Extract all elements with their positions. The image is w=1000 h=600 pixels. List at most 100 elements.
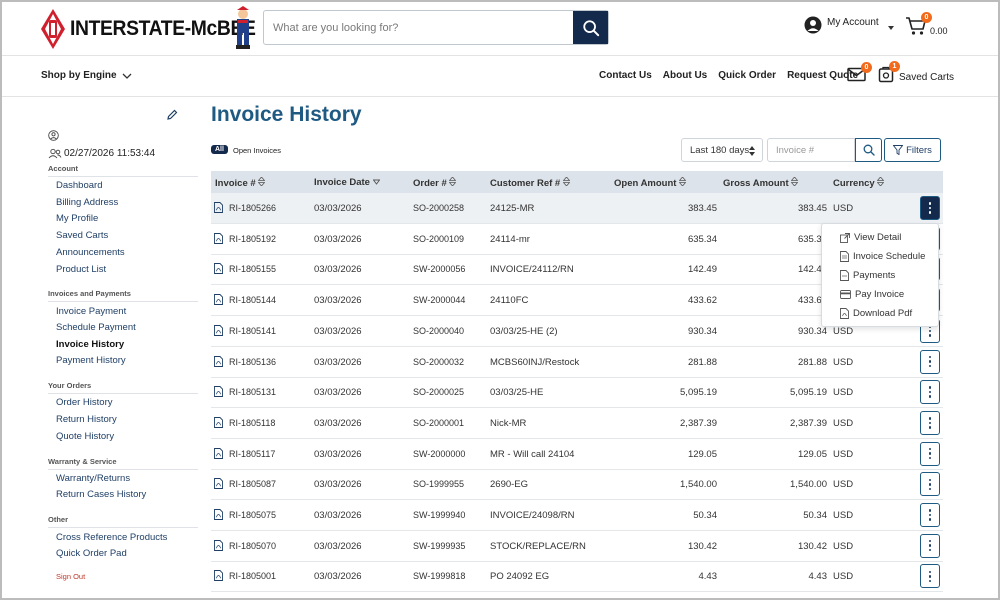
row-actions-button[interactable] [920, 472, 940, 497]
sidebar-item-saved-carts[interactable]: Saved Carts [56, 230, 109, 241]
table-row[interactable]: RI-1805001 03/03/2026 SW-1999818 PO 24092 E… [211, 561, 943, 593]
pdf-icon[interactable] [214, 232, 223, 244]
pdf-icon[interactable] [214, 202, 223, 213]
row-actions-button[interactable] [920, 533, 940, 558]
col-header-customer-ref[interactable]: Customer Ref # [490, 176, 571, 189]
sidebar-item-schedule-payment[interactable]: Schedule Payment [56, 322, 136, 333]
row-actions-button[interactable] [920, 441, 940, 466]
pdf-icon[interactable] [214, 324, 223, 336]
nav-link-contact-us[interactable]: Contact Us [599, 70, 652, 81]
pdf-icon[interactable] [214, 355, 223, 367]
search-button[interactable] [573, 11, 608, 44]
cell-invoice-number[interactable]: RI-1805087 [229, 479, 277, 490]
pdf-icon[interactable] [214, 478, 223, 490]
cell-invoice-number[interactable]: RI-1805144 [229, 295, 277, 306]
table-row[interactable]: RI-1805087 03/03/2026 SO-1999955 2690-EG 1,5… [211, 469, 943, 501]
sidebar-item-cross-reference-products[interactable]: Cross Reference Products [56, 532, 168, 543]
sidebar-item-return-history[interactable]: Return History [56, 414, 117, 425]
sidebar-item-invoice-history[interactable]: Invoice History [56, 339, 125, 350]
pdf-icon[interactable] [214, 294, 223, 306]
sidebar-item-quick-order-pad[interactable]: Quick Order Pad [56, 548, 127, 559]
pdf-icon[interactable] [214, 570, 223, 582]
messages-button[interactable]: 0 [847, 62, 872, 87]
pdf-icon[interactable] [214, 416, 223, 428]
invoice-search-button[interactable] [855, 138, 882, 162]
cell-invoice-number[interactable]: RI-1805136 [229, 356, 277, 367]
cart-button[interactable]: 0 [905, 12, 932, 41]
cell-invoice-number[interactable]: RI-1805118 [229, 417, 276, 428]
table-row[interactable]: RI-1805136 03/03/2026 SO-2000032 MCBS60INJ/… [211, 347, 943, 378]
col-header-gross-amount[interactable]: Gross Amount [723, 176, 799, 189]
col-header-invoice-date[interactable]: Invoice Date [314, 177, 381, 188]
search-input[interactable] [264, 11, 573, 44]
pdf-icon[interactable] [214, 447, 223, 459]
account-menu[interactable]: My Account [804, 16, 879, 34]
sidebar-item-invoice-payment[interactable]: Invoice Payment [56, 306, 127, 317]
row-actions-button[interactable] [920, 503, 940, 527]
menu-item-pay-invoice[interactable]: Pay Invoice [840, 289, 904, 300]
filter-open-invoices[interactable]: Open Invoices [233, 146, 281, 155]
table-row[interactable]: RI-1805266 03/03/2026 SO-2000258 24125-MR 38… [211, 193, 943, 224]
row-actions-button[interactable] [920, 380, 940, 405]
table-row[interactable]: RI-1805070 03/03/2026 SW-1999935 STOCK/REPL… [211, 531, 943, 562]
invoice-number-input[interactable] [767, 138, 855, 162]
sidebar-item-announcements[interactable]: Announcements [56, 247, 125, 258]
col-header-invoice[interactable]: Invoice # [215, 176, 266, 189]
menu-item-label: Invoice Schedule [853, 251, 926, 262]
cell-invoice-number[interactable]: RI-1805070 [229, 540, 277, 551]
saved-carts-button[interactable]: 1 [878, 61, 900, 88]
pdf-icon[interactable] [214, 263, 223, 275]
nav-link-request-quote[interactable]: Request Quote [787, 70, 859, 81]
menu-item-payments[interactable]: Payments [840, 270, 895, 281]
row-actions-button[interactable] [920, 196, 940, 220]
sidebar-item-order-history[interactable]: Order History [56, 397, 113, 408]
row-actions-button[interactable] [920, 564, 940, 589]
cell-invoice-number[interactable]: RI-1805117 [229, 448, 276, 459]
col-header-currency[interactable]: Currency [833, 176, 885, 189]
edit-pencil-icon[interactable] [166, 109, 178, 121]
sidebar-item-payment-history[interactable]: Payment History [56, 355, 126, 366]
sidebar-item-product-list[interactable]: Product List [56, 264, 107, 275]
saved-carts-label[interactable]: Saved Carts [899, 72, 955, 83]
sidebar-item-dashboard[interactable]: Dashboard [56, 180, 103, 191]
cell-invoice-number[interactable]: RI-1805131 [229, 387, 277, 398]
filters-button[interactable]: Filters [884, 138, 941, 162]
brand-logo[interactable]: INTERSTATE-McBEE [40, 8, 272, 50]
menu-item-download-pdf[interactable]: Download Pdf [840, 308, 912, 319]
pdf-icon[interactable] [214, 386, 223, 398]
row-actions-button[interactable] [920, 410, 940, 435]
pdf-icon[interactable] [214, 509, 223, 520]
col-header-open-amount[interactable]: Open Amount [614, 176, 687, 189]
menu-item-view-detail[interactable]: View Detail [840, 232, 901, 243]
sign-out-link[interactable]: Sign Out [56, 572, 86, 581]
table-row[interactable]: RI-1805075 03/03/2026 SW-1999940 INVOICE/24… [211, 500, 943, 531]
table-row[interactable]: RI-1805131 03/03/2026 SO-2000025 03/03/25-H… [211, 377, 943, 409]
cell-gross-amount: 142.49 [797, 264, 827, 276]
account-caret-icon[interactable] [888, 26, 894, 30]
cell-invoice-number[interactable]: RI-1805266 [229, 203, 277, 213]
sidebar-item-my-profile[interactable]: My Profile [56, 213, 99, 224]
sidebar-item-billing-address[interactable]: Billing Address [56, 197, 119, 208]
sidebar-item-quote-history[interactable]: Quote History [56, 431, 115, 442]
sidebar-item-return-cases-history[interactable]: Return Cases History [56, 489, 147, 500]
cell-invoice-number[interactable]: RI-1805001 [229, 571, 277, 582]
cell-invoice-number[interactable]: RI-1805155 [229, 264, 277, 275]
nav-link-about-us[interactable]: About Us [662, 70, 708, 81]
pdf-icon[interactable] [214, 539, 223, 551]
kebab-icon [928, 447, 932, 460]
cell-invoice-number[interactable]: RI-1805192 [229, 233, 277, 244]
shop-by-engine-menu[interactable]: Shop by Engine [41, 70, 132, 81]
table-row[interactable]: RI-1805118 03/03/2026 SO-2000001 Nick-MR 2,3… [211, 408, 943, 439]
row-actions-button[interactable] [920, 349, 940, 374]
sidebar-item-warranty-returns[interactable]: Warranty/Returns [56, 473, 131, 484]
col-header-order[interactable]: Order # [413, 176, 457, 189]
menu-item-invoice-schedule[interactable]: Invoice Schedule [840, 251, 925, 262]
cell-invoice-number[interactable]: RI-1805141 [229, 325, 277, 336]
nav-link-quick-order[interactable]: Quick Order [718, 70, 777, 81]
filter-all-pill[interactable]: All [211, 145, 228, 154]
cell-currency: USD [833, 356, 854, 368]
cell-invoice-number[interactable]: RI-1805075 [229, 510, 277, 520]
table-row[interactable]: RI-1805117 03/03/2026 SW-2000000 MR - Will … [211, 439, 943, 470]
date-range-select[interactable]: Last 180 days [681, 138, 763, 162]
sort-updown-icon [749, 146, 755, 156]
